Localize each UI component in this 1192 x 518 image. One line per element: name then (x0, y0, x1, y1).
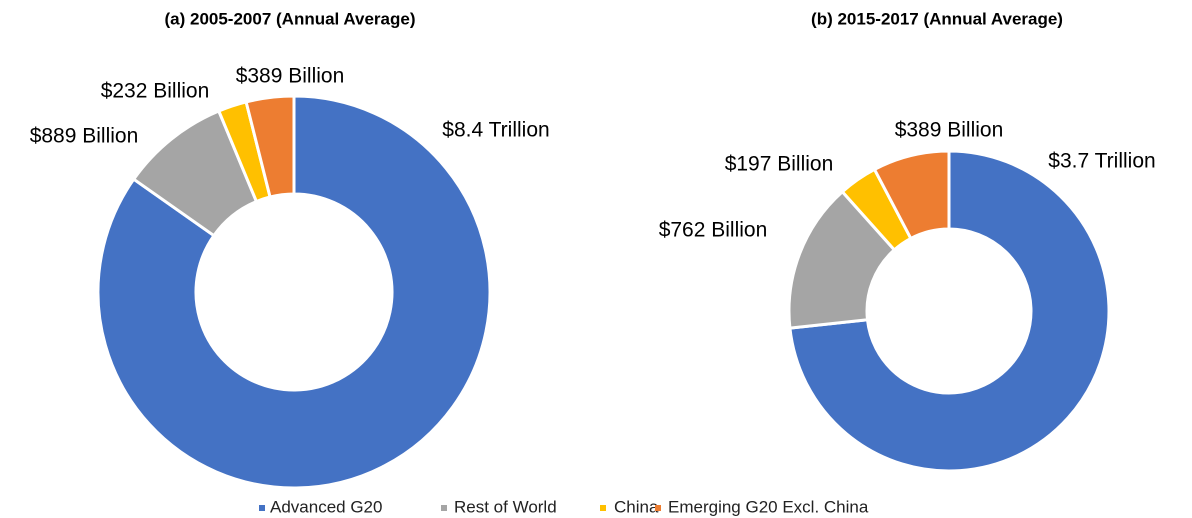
legend-label: China (614, 497, 659, 516)
chart-title: (a) 2005-2007 (Annual Average) (164, 9, 415, 28)
legend-label: Advanced G20 (270, 497, 382, 516)
legend-marker (655, 505, 661, 511)
value-label: $8.4 Trillion (442, 119, 549, 142)
donut-slice (873, 149, 951, 240)
value-label: $232 Billion (101, 80, 210, 103)
value-label: $389 Billion (236, 65, 345, 88)
value-label: $889 Billion (30, 125, 139, 148)
donut-slice (788, 149, 1111, 473)
value-label: $762 Billion (659, 219, 768, 242)
value-label: $197 Billion (725, 153, 834, 176)
value-label: $3.7 Trillion (1048, 150, 1155, 173)
value-label: $389 Billion (895, 119, 1004, 142)
donut-slice (96, 94, 492, 490)
chart-title: (b) 2015-2017 (Annual Average) (811, 9, 1063, 28)
legend-marker (441, 505, 447, 511)
legend-marker (600, 505, 606, 511)
donut-slice (244, 94, 296, 199)
legend-label: Emerging G20 Excl. China (668, 497, 869, 516)
legend-label: Rest of World (454, 497, 557, 516)
legend-marker (259, 505, 265, 511)
